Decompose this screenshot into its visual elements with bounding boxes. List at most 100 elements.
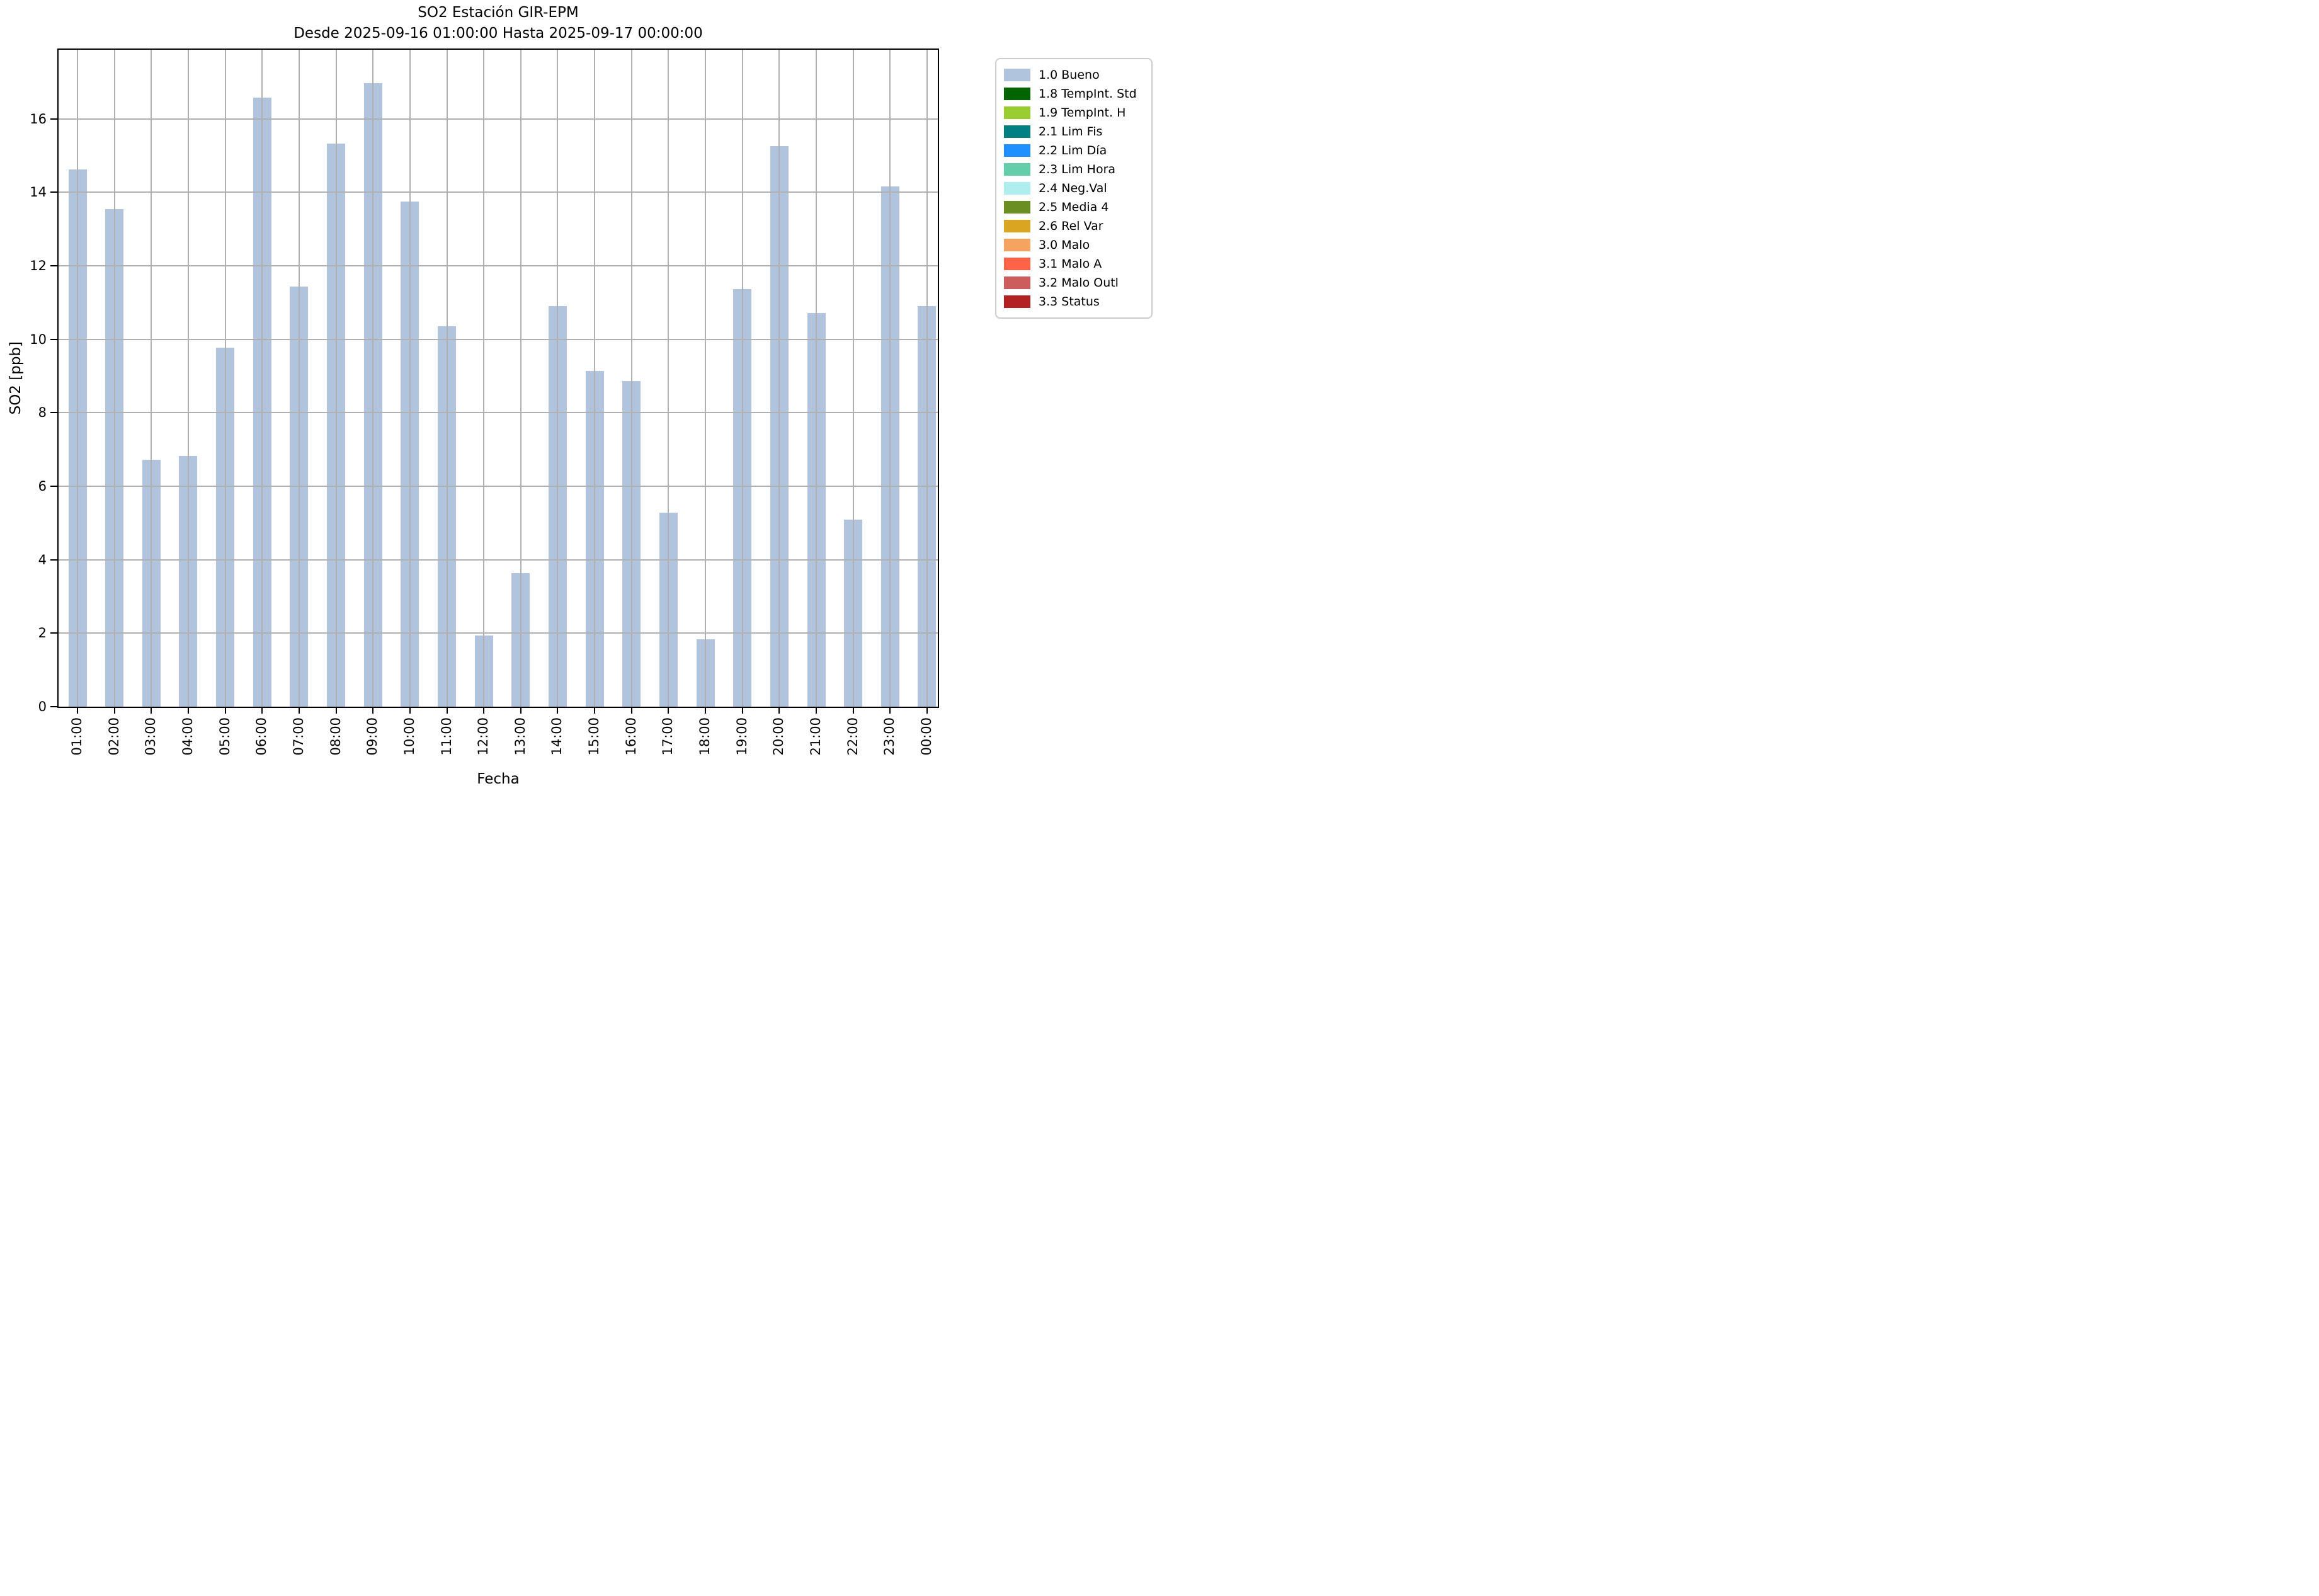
legend-label: 1.0 Bueno [1039, 67, 1100, 82]
x-tick-mark [557, 707, 559, 714]
x-tick-mark [335, 707, 337, 714]
gridline-x-10:00 [409, 50, 411, 707]
y-tick-mark [50, 486, 57, 487]
x-tick-label: 12:00 [476, 717, 491, 756]
legend-swatch [1004, 239, 1030, 251]
x-tick-mark [446, 707, 448, 714]
legend-label: 3.3 Status [1039, 294, 1100, 309]
y-tick-mark [50, 559, 57, 561]
gridline-x-05:00 [224, 50, 226, 707]
axis-spine-right [938, 50, 939, 707]
chart-title-block: SO2 Estación GIR-EPM Desde 2025-09-16 01… [59, 3, 938, 43]
gridline-x-06:00 [261, 50, 263, 707]
x-tick-label: 00:00 [918, 717, 934, 756]
gridline-x-00:00 [926, 50, 928, 707]
x-tick-mark [778, 707, 780, 714]
y-tick-label: 12 [30, 258, 47, 273]
legend-item: 1.0 Bueno [1004, 66, 1144, 84]
axis-spine-left [57, 50, 59, 707]
gridline-x-11:00 [446, 50, 448, 707]
legend-item: 2.2 Lim Día [1004, 141, 1144, 160]
legend-swatch [1004, 220, 1030, 232]
gridline-x-23:00 [889, 50, 891, 707]
gridline-x-19:00 [741, 50, 743, 707]
x-tick-mark [409, 707, 411, 714]
legend-item: 2.6 Rel Var [1004, 217, 1144, 236]
legend-swatch [1004, 144, 1030, 157]
x-tick-mark [298, 707, 300, 714]
legend-item: 3.2 Malo Outl [1004, 273, 1144, 292]
chart-canvas: SO2 Estación GIR-EPM Desde 2025-09-16 01… [0, 0, 1160, 798]
gridline-x-01:00 [77, 50, 78, 707]
gridline-x-09:00 [372, 50, 374, 707]
gridline-x-14:00 [557, 50, 559, 707]
gridline-x-02:00 [113, 50, 115, 707]
y-tick-mark [50, 265, 57, 266]
y-tick-mark [50, 191, 57, 193]
y-tick-label: 6 [38, 479, 47, 494]
legend-swatch [1004, 258, 1030, 270]
x-tick-label: 20:00 [771, 717, 787, 756]
x-tick-label: 22:00 [845, 717, 860, 756]
gridline-x-03:00 [151, 50, 152, 707]
legend-swatch [1004, 106, 1030, 119]
legend-item: 1.9 TempInt. H [1004, 103, 1144, 122]
gridline-x-20:00 [778, 50, 780, 707]
gridline-x-15:00 [594, 50, 596, 707]
gridline-x-21:00 [816, 50, 817, 707]
x-tick-label: 14:00 [549, 717, 565, 756]
x-tick-mark [816, 707, 817, 714]
gridline-x-07:00 [298, 50, 300, 707]
legend-label: 3.2 Malo Outl [1039, 275, 1119, 290]
x-tick-label: 19:00 [734, 717, 749, 756]
legend-box: 1.0 Bueno 1.8 TempInt. Std 1.9 TempInt. H 2… [995, 58, 1153, 319]
y-tick-mark [50, 118, 57, 120]
legend-label: 2.6 Rel Var [1039, 219, 1103, 233]
chart-subtitle: Desde 2025-09-16 01:00:00 Hasta 2025-09-… [293, 25, 703, 42]
x-tick-label: 07:00 [290, 717, 306, 756]
y-tick-mark [50, 632, 57, 634]
y-tick-label: 2 [38, 625, 47, 641]
legend-label: 1.9 TempInt. H [1039, 105, 1126, 120]
x-tick-mark [926, 707, 928, 714]
x-axis-label: Fecha [477, 771, 520, 787]
x-tick-label: 21:00 [808, 717, 823, 756]
gridline-y-14 [59, 191, 938, 193]
y-tick-label: 14 [30, 185, 47, 200]
x-tick-mark [630, 707, 632, 714]
gridline-x-08:00 [335, 50, 337, 707]
gridline-x-13:00 [520, 50, 521, 707]
x-tick-mark [594, 707, 596, 714]
x-tick-mark [741, 707, 743, 714]
plot-area: 0 2 4 6 8 10 12 14 16 01:00 02:00 03:00 04:00 05:00 06… [30, 48, 939, 756]
gridline-x-12:00 [483, 50, 485, 707]
x-tick-label: 16:00 [623, 717, 639, 756]
y-axis-label: SO2 [ppb] [8, 341, 24, 415]
legend-label: 2.3 Lim Hora [1039, 162, 1116, 176]
gridline-y-2 [59, 632, 938, 634]
legend-swatch [1004, 88, 1030, 100]
gridline-y-8 [59, 412, 938, 414]
x-tick-mark [187, 707, 189, 714]
axis-spine-bottom [57, 707, 939, 708]
x-tick-label: 03:00 [143, 717, 159, 756]
gridline-y-6 [59, 486, 938, 487]
x-tick-label: 11:00 [438, 717, 454, 756]
legend-label: 1.8 TempInt. Std [1039, 86, 1137, 101]
legend-item: 3.1 Malo A [1004, 254, 1144, 273]
x-tick-mark [520, 707, 521, 714]
legend-label: 2.2 Lim Día [1039, 143, 1107, 157]
x-tick-mark [889, 707, 891, 714]
x-tick-label: 06:00 [254, 717, 270, 756]
legend-item: 3.0 Malo [1004, 236, 1144, 254]
x-tick-label: 05:00 [217, 717, 232, 756]
x-tick-label: 10:00 [401, 717, 417, 756]
y-tick-label: 16 [30, 111, 47, 127]
y-tick-label: 0 [38, 699, 47, 714]
legend-swatch [1004, 295, 1030, 308]
legend-item: 2.4 Neg.Val [1004, 179, 1144, 198]
legend-label: 2.4 Neg.Val [1039, 181, 1107, 195]
gridline-y-4 [59, 559, 938, 561]
y-tick-label: 10 [30, 331, 47, 347]
legend-swatch [1004, 69, 1030, 81]
